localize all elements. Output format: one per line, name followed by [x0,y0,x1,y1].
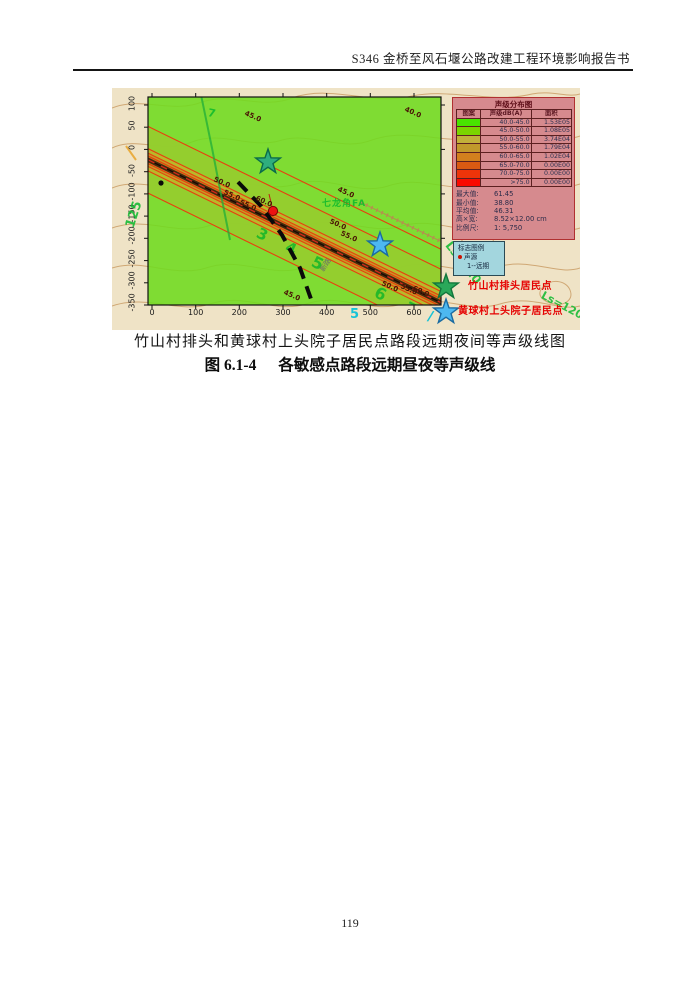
y-tick: 100 [127,95,137,112]
y-tick: -300 [127,271,137,290]
legend-title: 声级分布图 [494,100,533,109]
legend-range: 60.0-65.0 [480,151,532,162]
stat-label: 最小值: [456,198,479,207]
legend-range: 40.0-45.0 [480,117,532,128]
water-mark [203,88,221,95]
legend-swatch [455,134,482,145]
legend-col-header: 声级dB(A) [480,109,532,119]
sensitive-point-label: 竹山村排头居民点 [468,281,552,292]
legend-area: 0.00E00 [530,160,573,171]
legend-range: 65.0-70.0 [480,160,532,171]
stat-value: 61.45 [494,190,514,199]
legend-area: 1.02E04 [530,151,573,162]
stat-value: 46.31 [494,206,514,215]
marker-legend: 标志图例 声源 1--远期 [453,241,505,276]
stat-value: 8.52×12.00 cm [494,215,547,224]
figure-title: 各敏感点路段远期昼夜等声级线 [278,357,496,374]
legend-area: 0.00E00 [530,169,573,179]
legend-range: >75.0 [480,177,532,188]
legend-stats: 最大值: 61.45 最小值: 38.80 平均值: 46.31 高×宽: 8.52×1… [456,190,571,231]
stat-value: 38.80 [494,198,514,207]
x-tick: 0 [149,308,155,317]
y-tick: 50 [127,120,137,131]
page-number: 119 [341,916,359,930]
legend-row: >75.0 0.00E00 [455,177,573,188]
stat-label: 高×宽: [456,215,478,224]
map-label-cyan: 5 [350,307,360,322]
source-dot-icon [458,255,462,259]
marker-legend-period: 1--远期 [467,262,490,270]
secondary-road-line [200,97,231,241]
marker-legend-source: 声源 [464,253,478,261]
noise-band-stripes: 3 4 5 6 7 [148,97,441,320]
stat-value: 1: 5,750 [494,223,523,232]
legend-swatch [455,169,482,179]
y-tick: -350 [127,293,137,312]
plot-frame [147,96,442,306]
x-tick: 500 [362,308,378,317]
black-point [158,180,164,186]
map-label-green: 七龙角FA [322,199,367,209]
contour-lines [148,97,441,305]
y-tick: -50 [127,163,137,178]
noise-level-legend: 声级分布图 图案 声级dB(A) 面积 40.0-45.0 1.53E05 45… [452,97,575,240]
legend-row: 60.0-65.0 1.02E04 [455,151,573,162]
legend-area: 1.53E05 [530,117,573,128]
marker-legend-title: 标志图例 [458,244,485,252]
legend-row: 65.0-70.0 0.00E00 [455,160,573,171]
header-rule [73,69,633,72]
stat-label: 平均值: [456,206,479,215]
legend-swatch [455,160,482,171]
legend-range: 70.0-75.0 [480,169,532,179]
x-tick: 400 [319,308,335,317]
x-tick: 300 [275,308,291,317]
stat-label: 比例尺: [456,223,479,232]
y-tick: -200 [127,226,137,245]
y-tick: 0 [127,144,137,151]
legend-range: 45.0-50.0 [480,126,532,136]
noise-contour-map-figure: 3 4 5 6 7 [112,88,580,330]
receptor-star-huangqiu [365,229,395,258]
report-header-title: S346 金桥至风石堰公路改建工程环境影响报告书 [351,52,630,66]
legend-row: 55.0-60.0 1.79E04 [455,143,573,153]
map-canvas: 3 4 5 6 7 [112,88,580,325]
railway-hatch [360,200,441,305]
legend-row: 40.0-45.0 1.53E05 [455,117,573,128]
legend-swatch [455,143,482,153]
svg-text:7: 7 [402,298,420,320]
receptor-star-zhushan [253,146,283,175]
legend-area: 0.00E00 [530,177,573,188]
legend-swatch [455,126,482,136]
figure-number: 图 6.1-4 [204,357,257,374]
legend-col-header: 面积 [530,109,573,119]
sensitive-point-label: 黄球村上头院子居民点 [458,306,563,317]
legend-swatch [455,177,482,188]
axis-ticks [144,93,445,309]
x-tick: 200 [231,308,247,317]
y-tick: -100 [127,182,137,201]
noise-source-dot [267,205,279,217]
legend-table: 图案 声级dB(A) 面积 40.0-45.0 1.53E05 45.0-50.… [455,109,573,188]
legend-col-header: 图案 [455,109,482,119]
y-tick: -250 [127,249,137,268]
legend-star-zhushan [431,271,461,300]
legend-range: 50.0-55.0 [480,134,532,145]
legend-row: 70.0-75.0 0.00E00 [455,169,573,179]
stat-label: 最大值: [456,190,479,199]
figure-caption: 图 6.1-4 各敏感点路段远期昼夜等声级线 [0,353,700,375]
legend-row: 45.0-50.0 1.08E05 [455,126,573,136]
dashed-boundary-line [236,180,316,305]
legend-range: 55.0-60.0 [480,143,532,153]
legend-swatch [455,151,482,162]
figure-subcaption: 竹山村排头和黄球村上头院子居民点路段远期夜间等声级线图 [133,334,566,350]
legend-area: 1.08E05 [530,126,573,136]
legend-area: 3.74E04 [530,134,573,145]
x-tick: 100 [188,308,204,317]
legend-star-huangqiu [431,296,461,325]
legend-row: 50.0-55.0 3.74E04 [455,134,573,145]
legend-swatch [455,117,482,128]
legend-area: 1.79E04 [530,143,573,153]
x-tick: 600 [406,308,422,317]
